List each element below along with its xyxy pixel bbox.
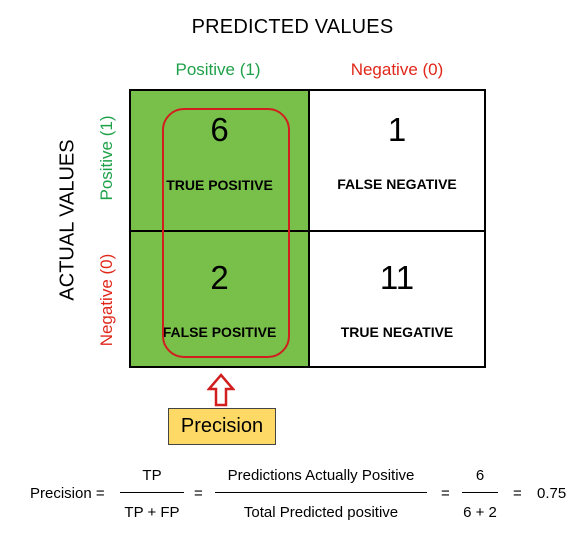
formula-fraction3-bar (462, 492, 498, 493)
formula-fraction2-numerator: Predictions Actually Positive (227, 467, 415, 484)
column-header-positive: Positive (1) (175, 60, 261, 79)
formula-fraction2-bar (215, 492, 427, 493)
formula-fraction2-denominator: Total Predicted positive (243, 504, 399, 521)
formula-fraction1-numerator: TP (142, 467, 162, 484)
cell-true-negative: 11 TRUE NEGATIVE (310, 232, 484, 366)
true-positive-value: 6 (210, 111, 229, 148)
formula-equals-2: = (441, 485, 450, 502)
formula-fraction3-denominator: 6 + 2 (463, 504, 497, 521)
false-negative-value: 1 (387, 111, 407, 148)
row-header-positive: Positive (1) (97, 115, 116, 201)
false-negative-label: FALSE NEGATIVE (337, 176, 457, 192)
true-negative-label: TRUE NEGATIVE (340, 324, 454, 340)
up-arrow-icon (206, 373, 236, 407)
column-header-negative: Negative (0) (350, 60, 444, 79)
false-positive-label: FALSE POSITIVE (162, 324, 277, 340)
predicted-positive-highlight (162, 108, 290, 358)
formula-fraction3-numerator: 6 (475, 467, 485, 484)
predicted-values-title: PREDICTED VALUES (191, 16, 394, 38)
row-header-negative: Negative (0) (97, 253, 116, 347)
precision-badge: Precision (168, 408, 276, 445)
true-negative-value: 11 (379, 259, 415, 296)
formula-fraction1-bar (120, 492, 184, 493)
formula-result: 0.75 (537, 485, 567, 502)
true-positive-label: TRUE POSITIVE (166, 177, 273, 193)
actual-values-title: ACTUAL VALUES (56, 139, 79, 301)
formula-equals-3: = (513, 485, 522, 502)
grid-vertical-divider (308, 91, 310, 366)
formula-lhs: Precision = (30, 485, 105, 502)
false-positive-value: 2 (210, 259, 229, 296)
grid-horizontal-divider (131, 230, 484, 232)
formula-fraction1-denominator: TP + FP (124, 504, 180, 521)
formula-equals-1: = (194, 485, 203, 502)
cell-false-negative: 1 FALSE NEGATIVE (310, 91, 484, 230)
